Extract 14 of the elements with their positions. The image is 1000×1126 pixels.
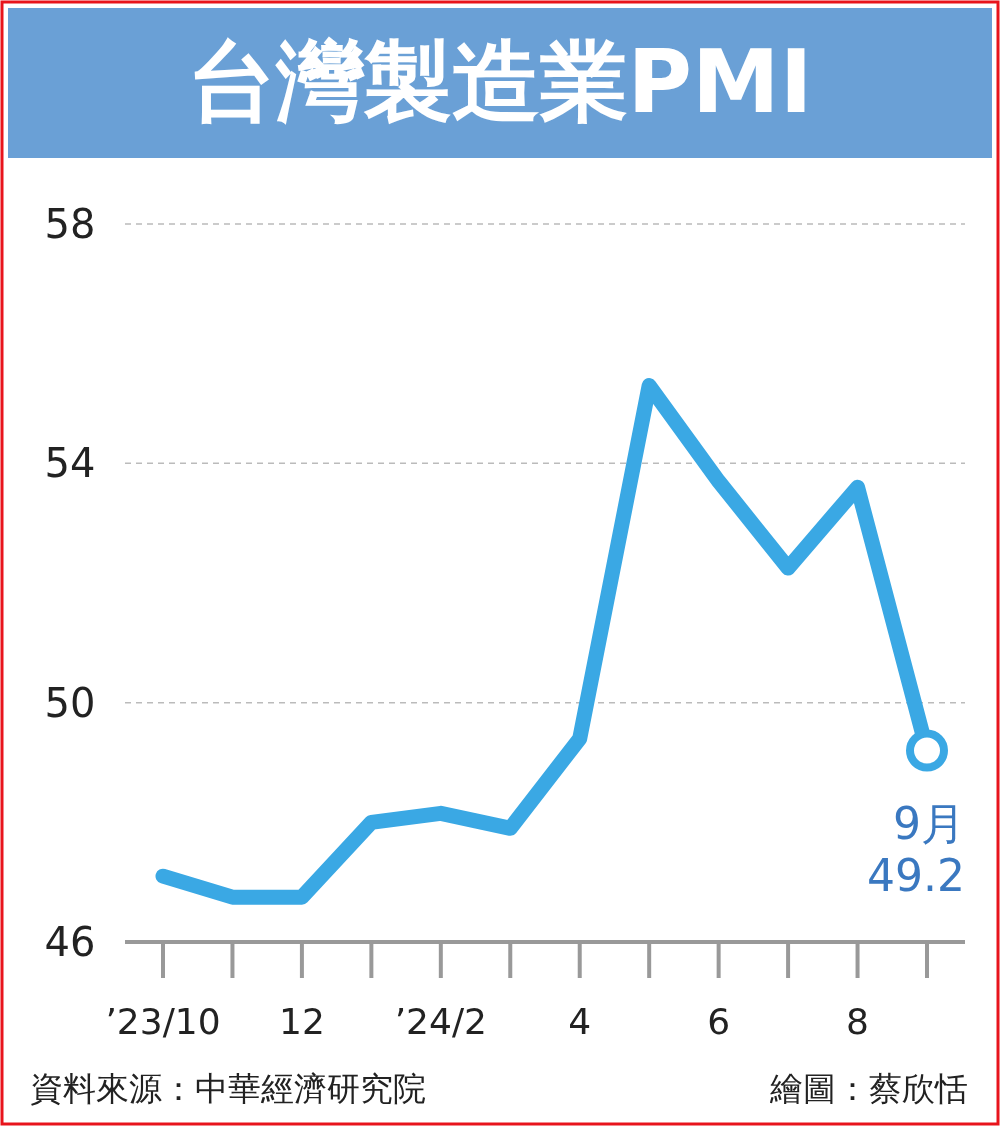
x-tick-label: 8 [846,1001,869,1042]
y-tick-label: 54 [44,440,96,487]
x-tick-label: 4 [568,1001,592,1042]
text: 繪圖：蔡欣恬 [769,1069,968,1108]
y-tick-label: 58 [44,201,96,247]
annotation: 9月 49.2 [867,797,965,901]
x-tick-label: 12 [279,1001,325,1042]
source-note: 資料來源：中華經濟研究院 [30,1069,426,1108]
x-tick-label: ’23/10 [105,1001,221,1042]
x-tick-label: 6 [707,1001,731,1042]
y-tick-label: 50 [44,679,96,726]
x-tick-label: ’24/2 [394,1001,487,1042]
chart-title: 台灣製造業PMI [187,30,813,133]
y-tick-label: 46 [44,919,96,965]
